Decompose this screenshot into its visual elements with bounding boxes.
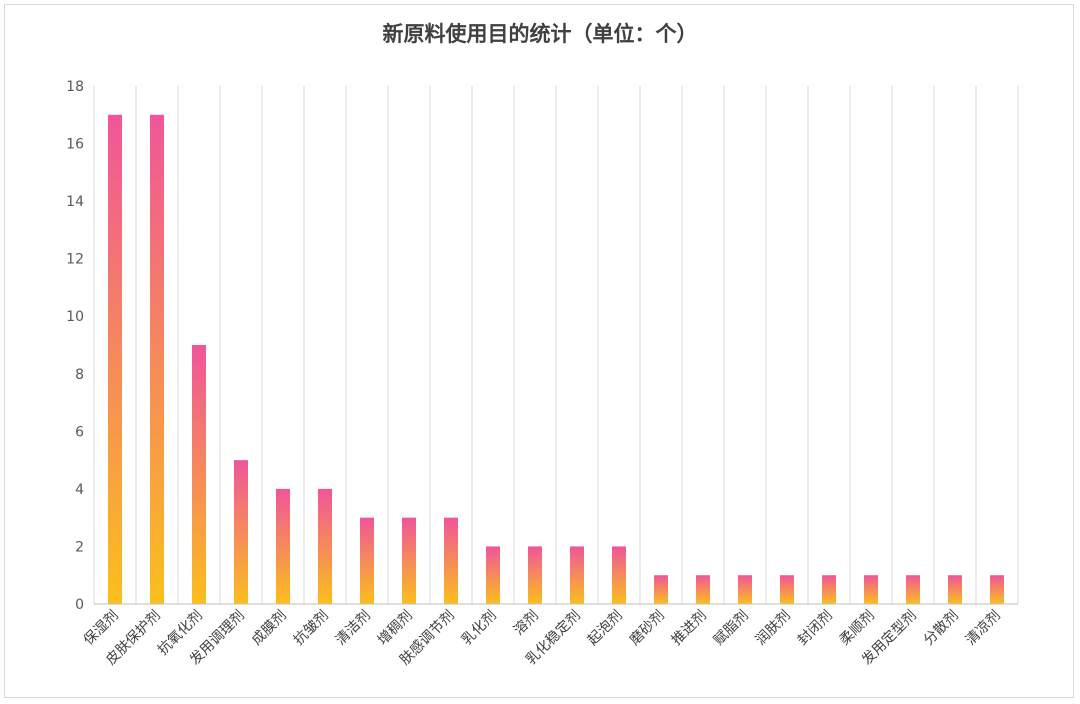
bar (906, 575, 920, 604)
y-tick-label: 16 (66, 137, 84, 153)
x-tick-label: 分散剂 (921, 608, 962, 649)
x-tick-label: 乳化剂 (459, 608, 500, 649)
x-tick-label: 抗皱剂 (291, 608, 332, 649)
y-tick-label: 2 (75, 539, 84, 555)
bar (822, 575, 836, 604)
bar (360, 517, 374, 604)
bar (864, 575, 878, 604)
x-tick-label: 清洁剂 (333, 608, 374, 649)
bar (528, 546, 542, 604)
bars (108, 114, 1004, 605)
bar (486, 546, 500, 604)
y-tick-label: 0 (75, 597, 84, 613)
bar (402, 517, 416, 604)
bar (108, 114, 122, 605)
bar (990, 575, 1004, 604)
bar (696, 575, 710, 604)
x-tick-label: 封闭剂 (795, 608, 836, 649)
bar (570, 546, 584, 604)
y-tick-label: 12 (66, 252, 84, 268)
x-tick-label: 保湿剂 (81, 608, 122, 649)
bar (948, 575, 962, 604)
y-tick-label: 4 (75, 482, 84, 498)
x-tick-label: 溶剂 (511, 608, 542, 639)
x-tick-label: 润肤剂 (753, 608, 794, 649)
x-tick-label: 成膜剂 (249, 608, 290, 649)
y-tick-label: 14 (66, 194, 84, 210)
y-tick-label: 10 (66, 309, 84, 325)
bar (738, 575, 752, 604)
x-tick-label: 清凉剂 (963, 608, 1004, 649)
x-tick-label: 增稠剂 (375, 608, 416, 649)
y-tick-label: 18 (66, 79, 84, 95)
bar (612, 546, 626, 604)
y-tick-label: 8 (75, 367, 84, 383)
bar (276, 488, 290, 604)
bar (780, 575, 794, 604)
y-tick-label: 6 (75, 424, 84, 440)
bar (444, 517, 458, 604)
x-tick-label: 赋脂剂 (711, 608, 752, 649)
x-tick-label: 柔顺剂 (837, 608, 878, 649)
bar (234, 460, 248, 604)
x-tick-label: 起泡剂 (585, 608, 626, 649)
x-tick-label: 推进剂 (669, 608, 710, 649)
grid-lines (93, 86, 1019, 604)
x-tick-label: 磨砂剂 (627, 608, 668, 649)
bar (318, 488, 332, 604)
chart-title: 新原料使用目的统计（单位：个） (382, 22, 698, 46)
bar (654, 575, 668, 604)
bar (192, 345, 206, 604)
bar (150, 114, 164, 605)
